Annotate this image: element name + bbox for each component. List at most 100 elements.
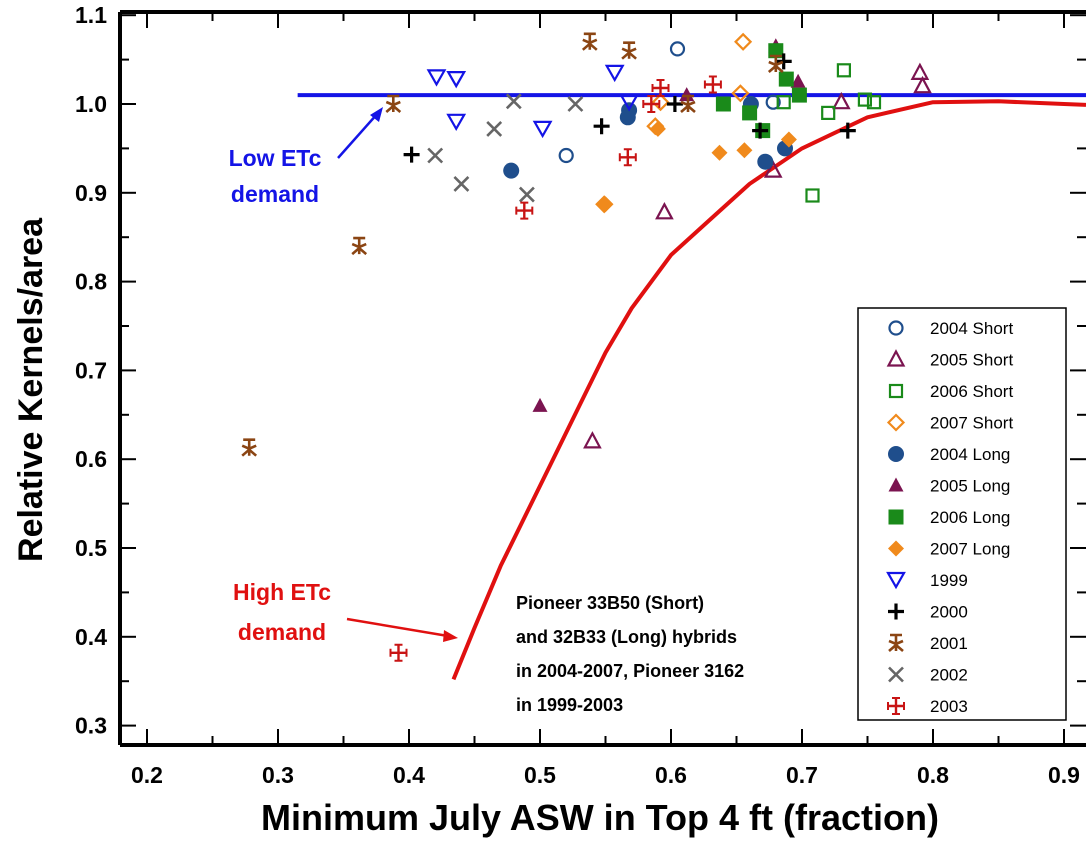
point-2000	[593, 118, 610, 135]
legend-label: 2005 Short	[930, 351, 1013, 370]
axes	[118, 10, 1086, 747]
point-2004-short	[765, 94, 781, 110]
legend-marker-2000	[888, 603, 904, 620]
point-2002	[505, 93, 522, 110]
point-2001	[241, 438, 258, 457]
high-etc-arrowhead	[443, 630, 458, 642]
legend: 2004 Short 2005 Short 2006 Short 2007 Short…	[857, 307, 1067, 721]
low-etc-label: Low ETc	[229, 145, 322, 171]
legend-marker-2007-long	[888, 540, 904, 557]
legend-label: 2006 Short	[930, 382, 1013, 401]
low-etc-label: demand	[231, 181, 319, 207]
point-2003	[651, 79, 670, 97]
point-1999	[446, 113, 467, 132]
legend-label: 2003	[930, 697, 968, 716]
point-2004-long	[619, 109, 636, 126]
point-2006-short	[776, 95, 791, 110]
x-tick-label: 0.7	[786, 762, 818, 788]
legend-marker-2006-short	[888, 383, 904, 399]
point-2005-short	[910, 62, 930, 81]
point-2003	[618, 148, 637, 167]
y-tick-label: 0.5	[75, 535, 107, 561]
legend-label: 1999	[930, 571, 968, 590]
point-2006-short	[805, 188, 820, 203]
x-tick-label: 0.3	[262, 762, 294, 788]
legend-marker-2001	[888, 633, 904, 652]
point-1999	[446, 70, 467, 89]
point-2005-short	[831, 91, 851, 110]
point-2000	[775, 53, 792, 70]
point-2002	[427, 147, 444, 164]
point-2006-long	[715, 96, 731, 112]
y-tick-label: 0.7	[75, 357, 107, 383]
legend-label: 2004 Short	[930, 319, 1013, 338]
x-tick-label: 0.6	[655, 762, 687, 788]
point-2007-long	[711, 144, 728, 161]
legend-label: 2002	[930, 666, 968, 685]
high-etc-arrow	[346, 617, 449, 638]
data-points	[241, 32, 932, 662]
point-2006-short	[836, 63, 852, 78]
legend-label: 2001	[930, 634, 968, 653]
point-2002	[453, 175, 470, 192]
y-axis-title: Relative Kernels/area	[12, 217, 50, 562]
annotations: Low ETc demand High ETc demand Pioneer 33B50…	[229, 107, 744, 715]
hybrid-note-line: in 2004-2007, Pioneer 3162	[516, 661, 744, 681]
point-2004-short	[669, 41, 686, 57]
low-etc-arrow	[337, 112, 379, 159]
point-2005-short	[655, 201, 674, 220]
legend-marker-2002	[888, 666, 904, 683]
y-tick-label: 1.1	[75, 2, 107, 28]
hybrid-note-line: and 32B33 (Long) hybrids	[516, 627, 737, 647]
point-2007-long	[736, 142, 753, 159]
x-tick-label: 0.2	[131, 762, 163, 788]
point-2007-long	[780, 131, 797, 148]
y-tick-label: 0.4	[75, 624, 107, 650]
point-2000	[839, 122, 856, 139]
point-2001	[385, 94, 402, 113]
x-tick-label: 0.5	[524, 762, 556, 788]
y-tick-label: 0.6	[75, 446, 107, 472]
y-tick-label: 0.3	[75, 713, 107, 739]
point-1999	[532, 120, 553, 139]
y-tick-label: 1.0	[75, 91, 107, 117]
point-2006-short	[821, 105, 836, 121]
legend-label: 2007 Short	[930, 414, 1013, 433]
point-2006-long	[791, 87, 807, 103]
x-axis-title: Minimum July ASW in Top 4 ft (fraction)	[261, 797, 939, 838]
point-2006-short	[857, 92, 873, 107]
x-tick-label: 0.8	[917, 762, 949, 788]
point-2003	[642, 95, 661, 113]
y-tick-label: 0.8	[75, 269, 107, 295]
point-2007-long	[597, 196, 614, 213]
point-2005-long	[532, 397, 548, 412]
tick-labels: 0.2 0.3 0.4 0.5 0.6 0.7 0.8 0.9 0.3 0.4 0.5 0.6 0.7 0…	[75, 2, 1080, 788]
point-2007-long	[649, 120, 666, 137]
point-2006-long	[778, 71, 794, 87]
x-tick-label: 0.4	[393, 762, 425, 788]
point-1999	[619, 94, 639, 112]
low-etc-arrowhead	[370, 107, 383, 122]
point-2007-short	[731, 84, 750, 103]
point-2007-short	[734, 32, 753, 51]
point-2001	[621, 41, 637, 60]
point-2005-short	[583, 431, 602, 449]
point-2001	[581, 32, 598, 51]
point-2004-long	[503, 162, 520, 179]
point-2001	[767, 54, 784, 73]
point-2003	[703, 75, 722, 94]
legend-marker-2004-short	[888, 320, 904, 336]
point-2005-long	[790, 73, 806, 88]
legend-label: 2006 Long	[930, 508, 1010, 527]
legend-marker-2007-short	[886, 413, 906, 432]
legend-marker-2004-long	[888, 446, 904, 462]
legend-label: 2000	[930, 603, 968, 622]
legend-marker-2006-long	[888, 509, 904, 525]
legend-marker-2003	[887, 697, 905, 715]
point-2003	[389, 643, 408, 662]
point-2001	[351, 236, 368, 256]
point-2007-short	[651, 93, 670, 112]
point-2006-long	[768, 43, 784, 59]
legend-label: 2005 Long	[930, 477, 1010, 496]
